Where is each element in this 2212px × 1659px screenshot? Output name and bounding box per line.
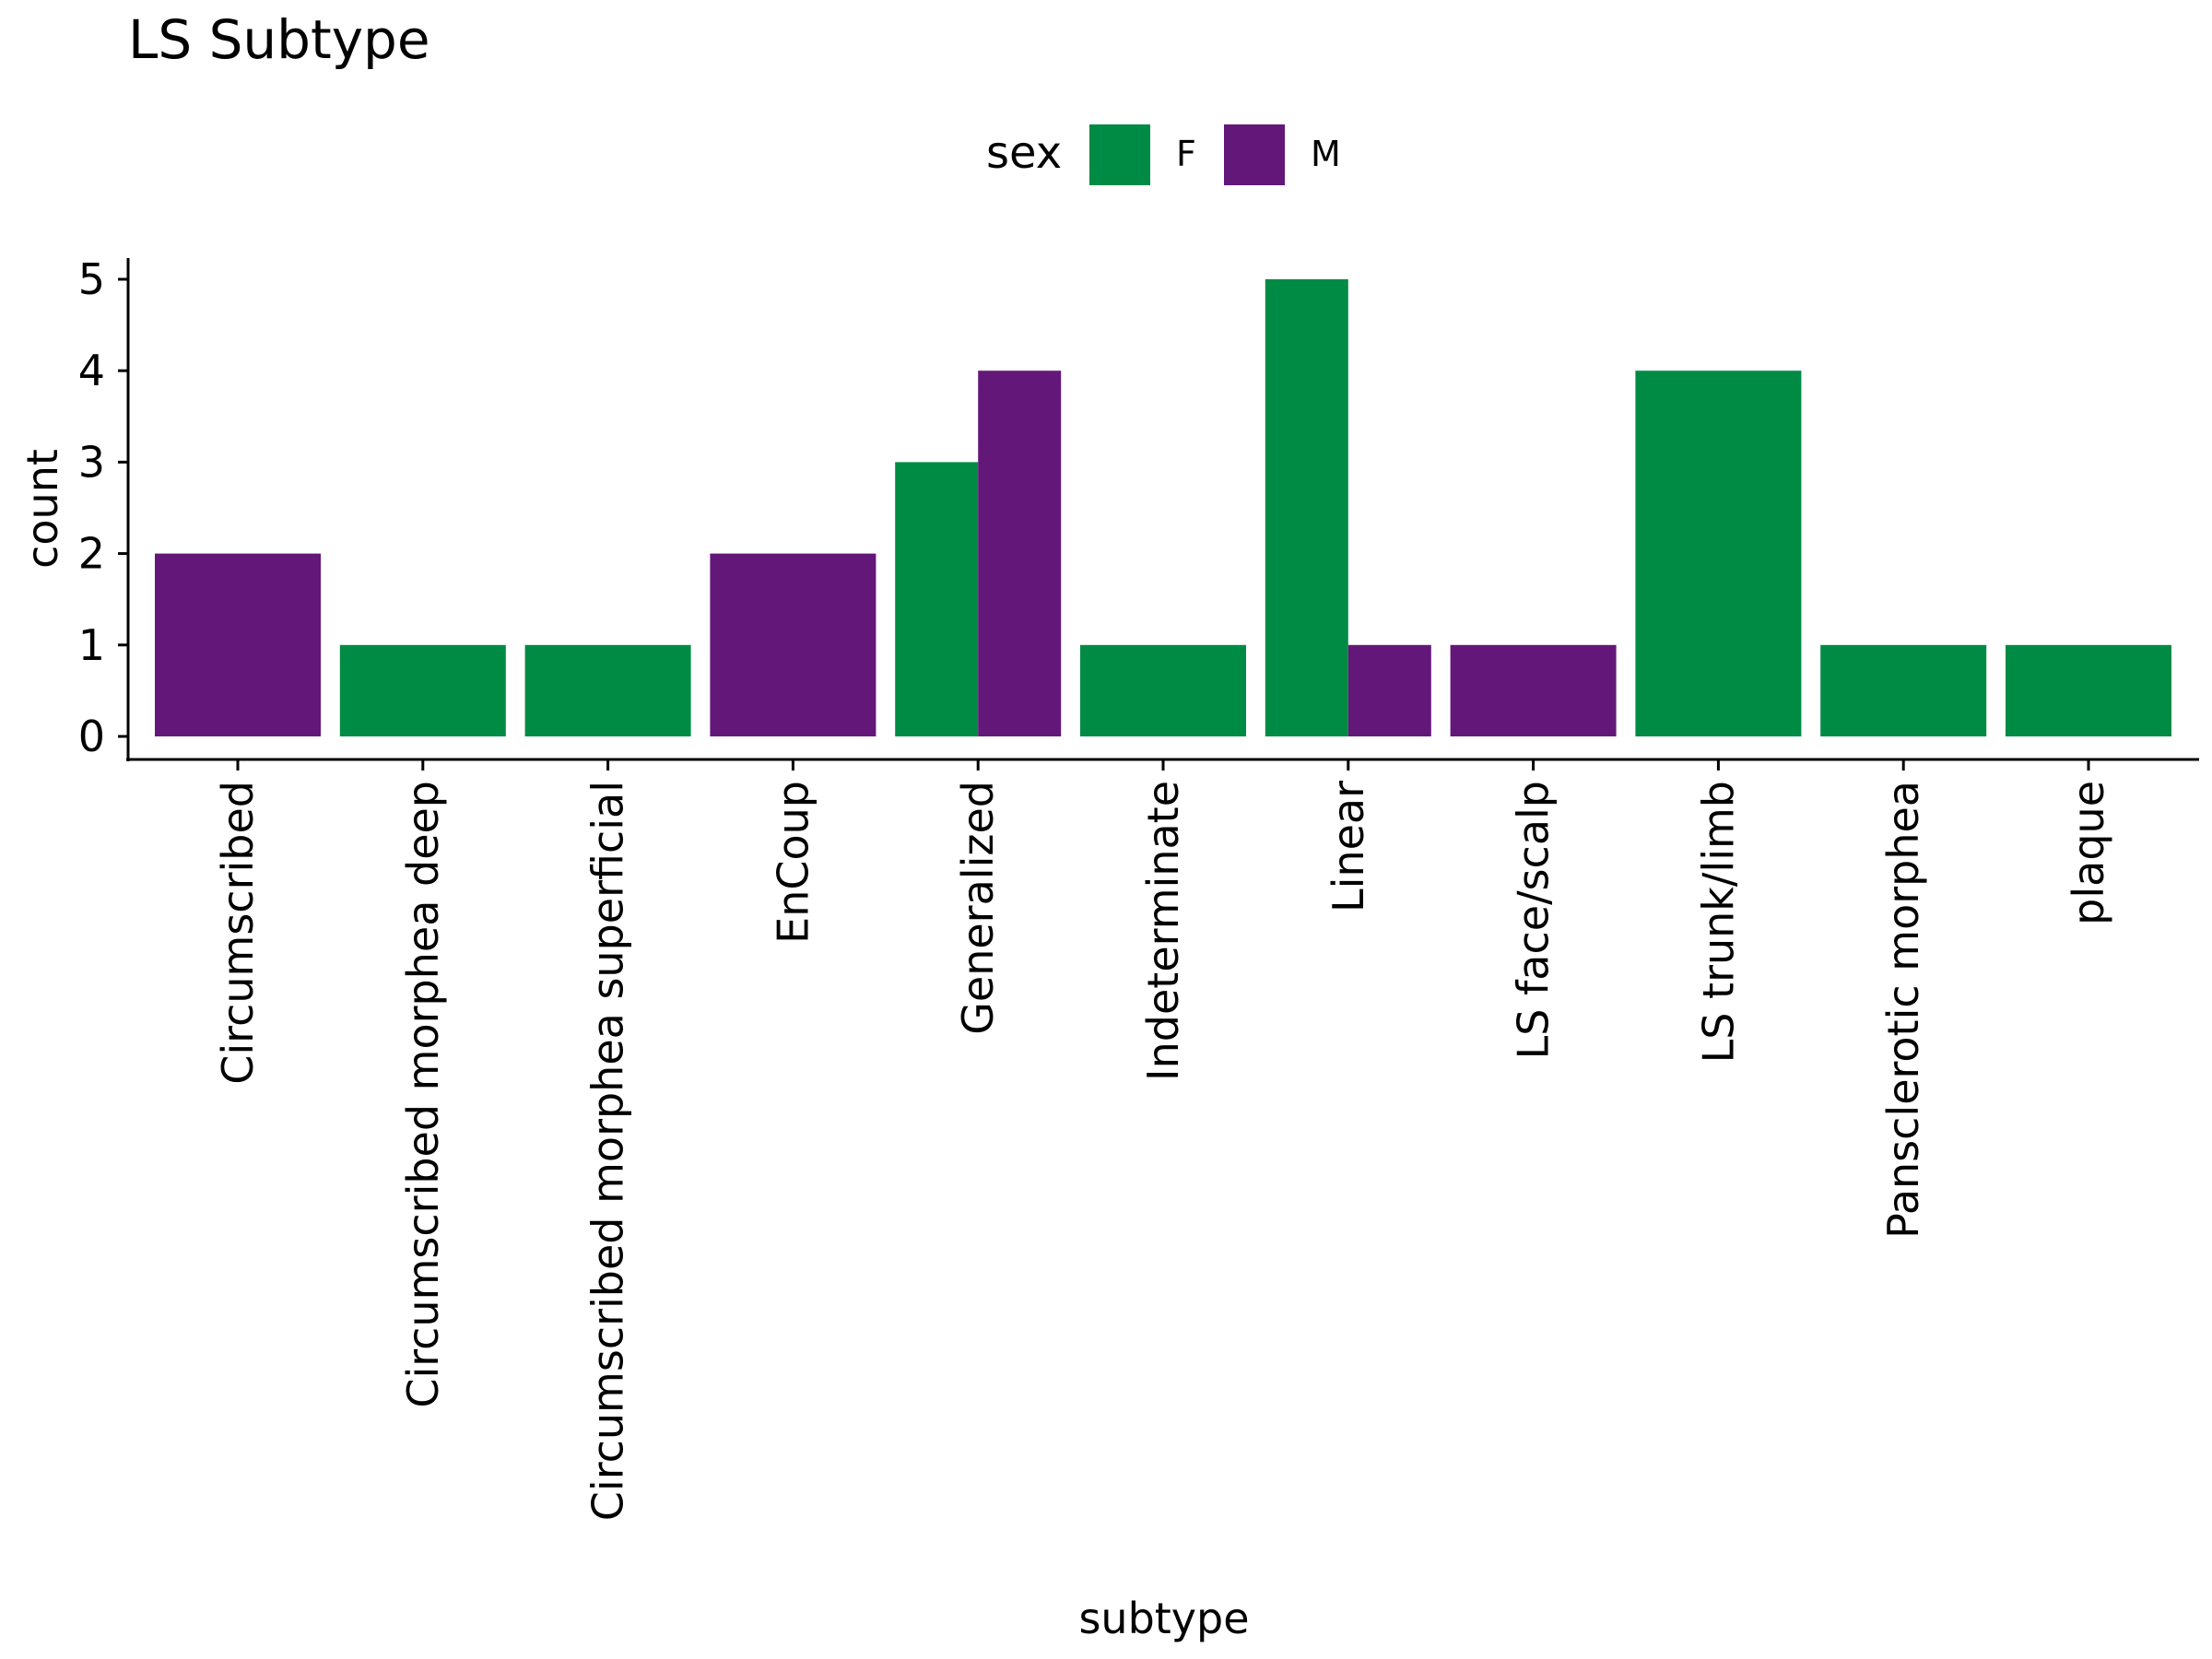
y-axis-ticks: 0 1 2 3 4 5	[78, 254, 128, 761]
x-tick-label-4: Generalized	[953, 781, 1003, 1035]
y-tick-label-1: 1	[78, 620, 105, 670]
y-tick-label-3: 3	[78, 437, 105, 487]
bar-f-2	[524, 644, 691, 736]
bar-f-4	[895, 462, 979, 736]
bar-f-6	[1265, 279, 1348, 736]
x-tick-label-6: Linear	[1324, 781, 1373, 912]
legend-label-f: F	[1176, 134, 1196, 174]
x-axis-ticks: Circumscribed Circumscribed morphea deep C…	[213, 759, 2113, 1521]
bar-m-7	[1450, 644, 1617, 736]
x-tick-label-7: LS face/scalp	[1509, 781, 1559, 1059]
x-tick-label-0: Circumscribed	[213, 781, 263, 1085]
y-tick-label-2: 2	[78, 529, 105, 579]
x-tick-label-10: plaque	[2064, 781, 2113, 925]
x-tick-label-3: EnCoup	[768, 781, 818, 944]
legend-label-m: M	[1311, 134, 1341, 174]
chart-title: LS Subtype	[128, 8, 430, 71]
y-axis-title: count	[18, 449, 67, 569]
bar-f-8	[1635, 371, 1802, 736]
bar-m-4	[978, 371, 1062, 736]
bar-m-0	[155, 553, 321, 736]
bars-layer	[155, 279, 2171, 736]
bar-f-10	[2006, 644, 2171, 736]
x-tick-label-5: Indeterminate	[1138, 781, 1188, 1081]
y-tick-label-0: 0	[78, 712, 105, 761]
legend-swatch-m	[1224, 124, 1285, 185]
bar-m-3	[710, 553, 877, 736]
x-tick-label-8: LS trunk/limb	[1693, 781, 1743, 1063]
legend-title: sex	[986, 127, 1062, 179]
legend: sex F M	[986, 124, 1341, 185]
x-tick-label-2: Circumscribed morphea superficial	[583, 781, 633, 1521]
x-axis-title: subtype	[1078, 1594, 1249, 1643]
bar-f-9	[1820, 644, 1987, 736]
legend-swatch-f	[1089, 124, 1150, 185]
bar-m-6	[1347, 644, 1431, 736]
y-tick-label-4: 4	[78, 346, 105, 395]
y-tick-label-5: 5	[78, 254, 105, 304]
x-tick-label-1: Circumscribed morphea deep	[398, 781, 448, 1408]
bar-f-5	[1080, 644, 1246, 736]
x-tick-label-9: Pansclerotic morphea	[1878, 781, 1928, 1239]
bar-f-1	[339, 644, 506, 736]
